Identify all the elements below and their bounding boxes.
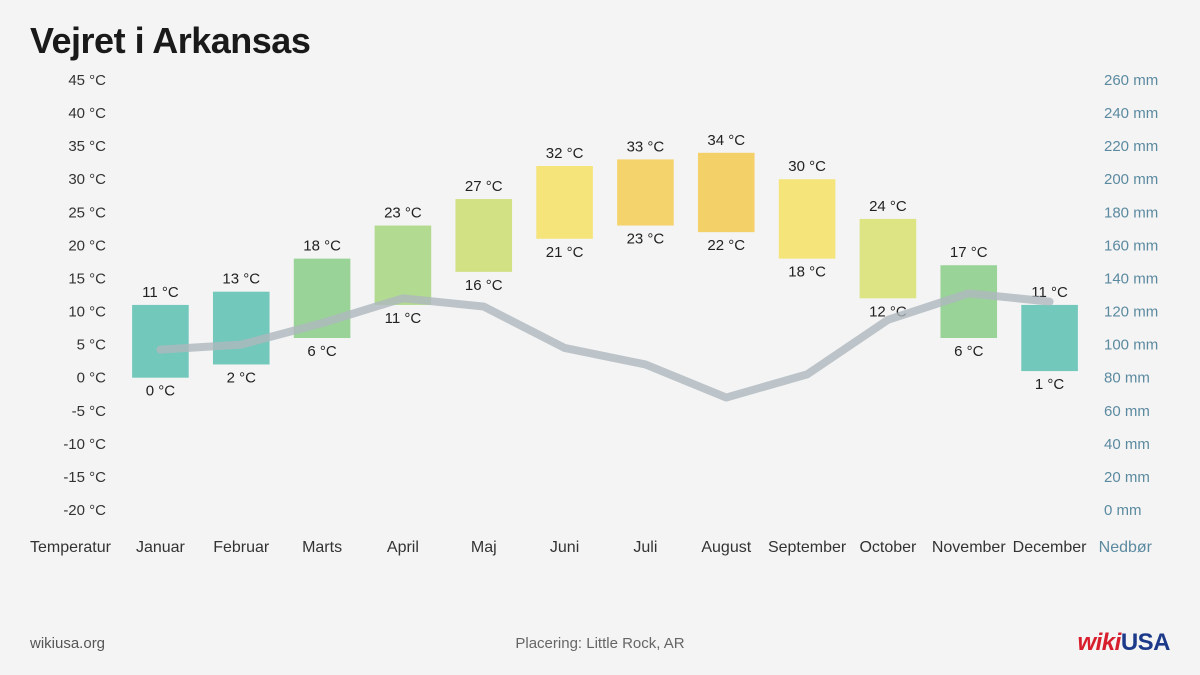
temp-high-label: 24 °C — [869, 198, 907, 215]
precip-axis-tick: 0 mm — [1104, 502, 1142, 519]
month-label: Marts — [302, 539, 342, 556]
temp-bar — [132, 305, 189, 378]
temp-axis-tick: 15 °C — [68, 270, 106, 287]
precip-axis-tick: 20 mm — [1104, 469, 1150, 486]
footer: wikiusa.org Placering: Little Rock, AR w… — [0, 629, 1200, 657]
temp-low-label: 1 °C — [1035, 376, 1065, 393]
logo-usa: USA — [1121, 629, 1170, 656]
temp-axis-title: Temperatur — [30, 539, 112, 556]
temp-high-label: 18 °C — [303, 238, 341, 255]
temp-bar — [1021, 305, 1078, 371]
temp-axis-tick: 45 °C — [68, 75, 106, 89]
temp-low-label: 6 °C — [954, 343, 984, 360]
month-label: October — [859, 539, 917, 556]
month-label: Maj — [471, 539, 497, 556]
temp-low-label: 0 °C — [146, 383, 176, 400]
temp-low-label: 23 °C — [627, 231, 665, 248]
precip-axis-tick: 100 mm — [1104, 337, 1158, 354]
month-label: Juli — [633, 539, 657, 556]
temp-high-label: 23 °C — [384, 205, 422, 222]
temp-bar — [455, 199, 512, 272]
temp-bar — [860, 219, 917, 298]
precip-axis-title: Nedbør — [1099, 539, 1153, 556]
temp-axis-tick: -10 °C — [63, 436, 106, 453]
precip-axis-tick: 40 mm — [1104, 436, 1150, 453]
wikiusa-logo: wikiUSA — [1077, 629, 1170, 657]
temp-axis-tick: 0 °C — [77, 370, 107, 387]
temp-bar — [375, 226, 432, 305]
temp-high-label: 30 °C — [788, 158, 826, 175]
temp-high-label: 13 °C — [222, 271, 260, 288]
temp-low-label: 21 °C — [546, 244, 584, 261]
precip-axis-tick: 220 mm — [1104, 138, 1158, 155]
temp-high-label: 33 °C — [627, 138, 665, 155]
temp-low-label: 6 °C — [307, 343, 337, 360]
month-label: April — [387, 539, 419, 556]
month-label: September — [768, 539, 847, 556]
month-label: December — [1013, 539, 1087, 556]
month-label: August — [701, 539, 751, 556]
temp-axis-tick: 10 °C — [68, 304, 106, 321]
precip-axis-tick: 240 mm — [1104, 105, 1158, 122]
temp-low-label: 2 °C — [227, 369, 257, 386]
chart-title: Vejret i Arkansas — [30, 20, 310, 62]
month-label: Februar — [213, 539, 270, 556]
placement-label: Placering: Little Rock, AR — [515, 635, 684, 652]
temp-axis-tick: 20 °C — [68, 237, 106, 254]
precip-axis-tick: 60 mm — [1104, 403, 1150, 420]
temp-axis-tick: -20 °C — [63, 502, 106, 519]
temp-axis-tick: -5 °C — [72, 403, 107, 420]
precip-axis-tick: 160 mm — [1104, 237, 1158, 254]
month-label: November — [932, 539, 1006, 556]
temp-high-label: 11 °C — [142, 284, 179, 301]
temp-axis-tick: 40 °C — [68, 105, 106, 122]
temp-bar — [213, 292, 270, 365]
precip-axis-tick: 80 mm — [1104, 370, 1150, 387]
temp-high-label: 32 °C — [546, 145, 584, 162]
temp-axis-tick: 30 °C — [68, 171, 106, 188]
temp-low-label: 22 °C — [707, 237, 745, 254]
temp-low-label: 18 °C — [788, 264, 826, 281]
month-label: Juni — [550, 539, 579, 556]
precip-axis-tick: 200 mm — [1104, 171, 1158, 188]
temp-bar — [698, 153, 755, 232]
temp-axis-tick: 35 °C — [68, 138, 106, 155]
precip-axis-tick: 260 mm — [1104, 75, 1158, 89]
temp-high-label: 27 °C — [465, 178, 503, 195]
temp-axis-tick: 25 °C — [68, 204, 106, 221]
temp-bar — [617, 159, 674, 225]
precip-axis-tick: 180 mm — [1104, 204, 1158, 221]
temp-low-label: 16 °C — [465, 277, 503, 294]
temp-bar — [536, 166, 593, 239]
temp-bar — [779, 179, 836, 258]
temp-axis-tick: -15 °C — [63, 469, 106, 486]
temp-axis-tick: 5 °C — [77, 337, 107, 354]
temp-high-label: 34 °C — [707, 132, 745, 149]
temp-high-label: 17 °C — [950, 244, 988, 261]
month-label: Januar — [136, 539, 186, 556]
climate-chart: -20 °C -15 °C -10 °C -5 °C 0 °C 5 °C 10 °C 15 °… — [30, 75, 1170, 575]
precip-axis-tick: 120 mm — [1104, 304, 1158, 321]
logo-wiki: wiki — [1077, 629, 1120, 656]
precip-axis-tick: 140 mm — [1104, 270, 1158, 287]
temp-low-label: 11 °C — [385, 310, 422, 327]
site-url: wikiusa.org — [30, 635, 105, 652]
